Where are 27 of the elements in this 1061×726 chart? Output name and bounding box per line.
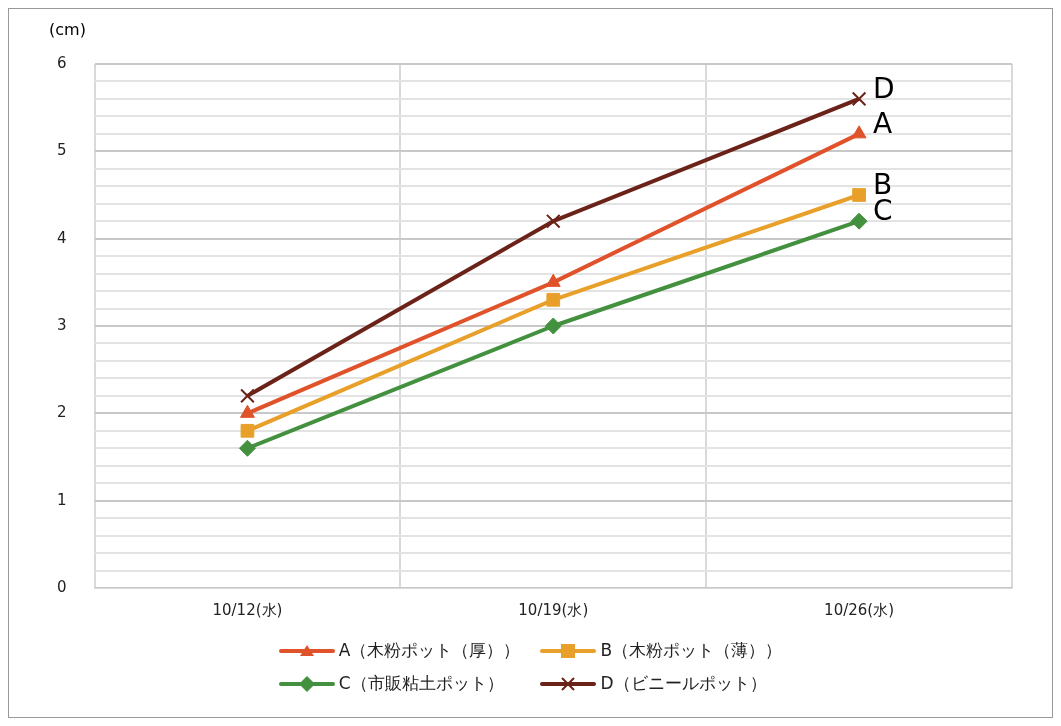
legend-label: D（ビニールポット） bbox=[600, 672, 767, 695]
point bbox=[544, 317, 562, 335]
y-tick-label: 3 bbox=[57, 315, 67, 334]
legend-label: B（木粉ポット（薄）） bbox=[600, 639, 783, 662]
point bbox=[851, 125, 867, 139]
legend-label: C（市販粘土ポット） bbox=[338, 672, 504, 695]
y-tick-label: 0 bbox=[57, 577, 67, 596]
x-tick-label: 10/26(水) bbox=[824, 600, 895, 619]
y-axis-title: (cm) bbox=[49, 20, 86, 40]
point bbox=[545, 213, 561, 229]
y-tick-label: 5 bbox=[57, 141, 67, 160]
point bbox=[850, 212, 868, 230]
legend-label: A（木粉ポット（厚）） bbox=[338, 639, 521, 662]
point bbox=[238, 439, 256, 457]
point bbox=[851, 91, 867, 107]
point bbox=[240, 388, 255, 404]
y-tick-label: 6 bbox=[57, 53, 67, 72]
y-tick-label: 4 bbox=[57, 228, 67, 247]
x-tick-label: 10/12(水) bbox=[212, 600, 283, 619]
point bbox=[852, 188, 866, 202]
point bbox=[546, 292, 561, 307]
annotation: A bbox=[873, 107, 893, 141]
y-tick-label: 2 bbox=[57, 403, 67, 422]
y-tick-label: 1 bbox=[57, 490, 67, 509]
annotation: D bbox=[873, 72, 895, 106]
x-tick-label: 10/19(水) bbox=[518, 600, 589, 619]
point bbox=[240, 423, 255, 438]
